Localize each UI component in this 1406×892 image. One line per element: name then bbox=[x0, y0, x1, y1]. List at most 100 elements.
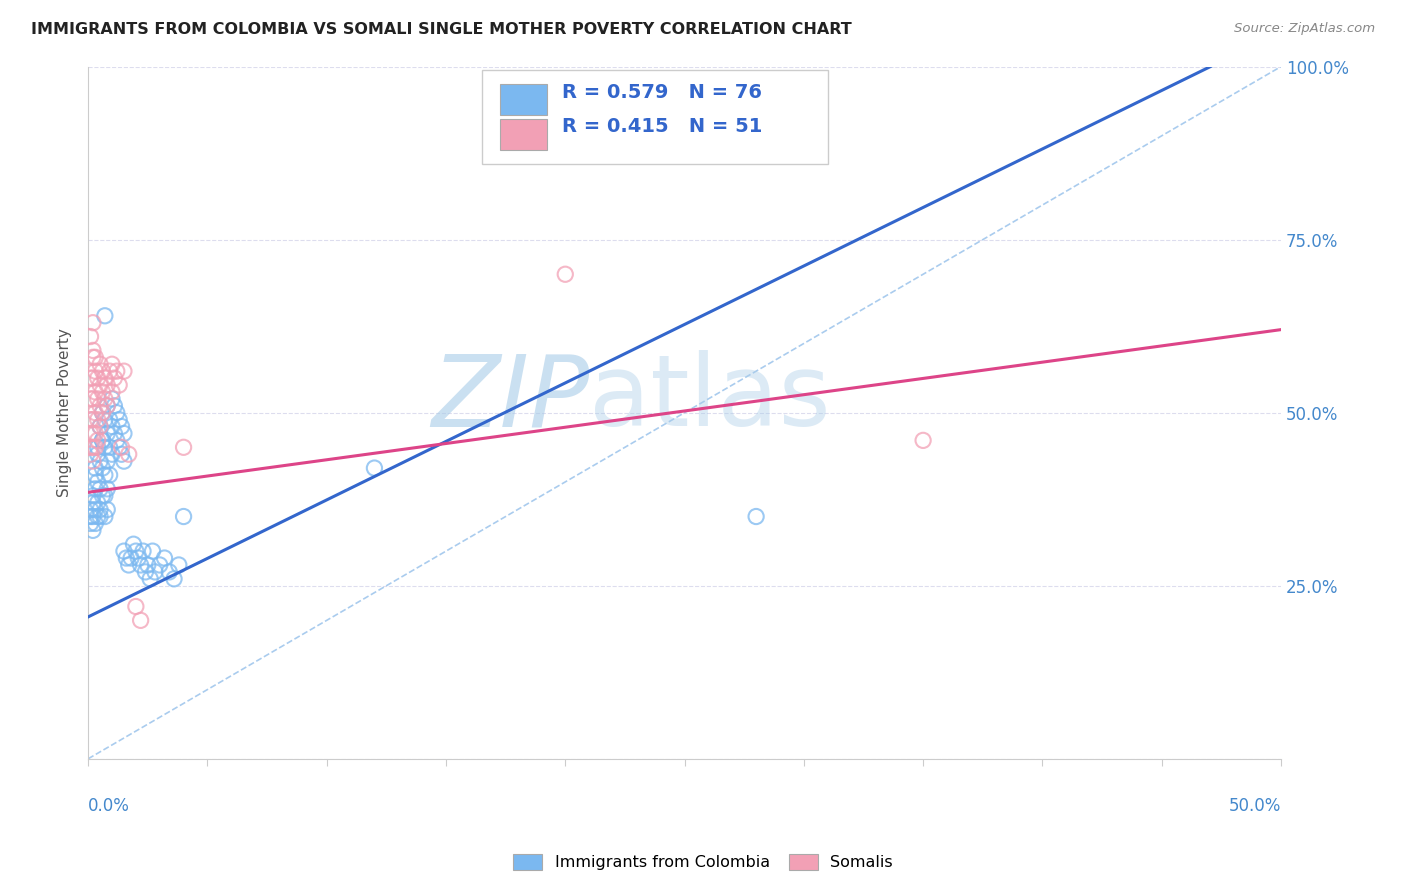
Point bbox=[91, 364, 114, 378]
Point bbox=[86, 392, 108, 406]
Text: 50.0%: 50.0% bbox=[1229, 797, 1281, 815]
Point bbox=[86, 434, 108, 448]
Point bbox=[79, 502, 101, 516]
Point bbox=[101, 384, 124, 399]
Point bbox=[120, 551, 142, 566]
Point bbox=[89, 378, 111, 392]
Point bbox=[115, 551, 138, 566]
Point bbox=[912, 434, 935, 448]
Point bbox=[86, 440, 108, 454]
Text: Source: ZipAtlas.com: Source: ZipAtlas.com bbox=[1234, 22, 1375, 36]
Point bbox=[82, 351, 104, 365]
Point bbox=[84, 364, 107, 378]
Point bbox=[79, 371, 101, 385]
Point bbox=[89, 419, 111, 434]
Point bbox=[101, 419, 124, 434]
Point bbox=[110, 419, 132, 434]
Point bbox=[108, 440, 131, 454]
Point bbox=[82, 412, 104, 426]
Point bbox=[79, 412, 101, 426]
Point bbox=[139, 572, 162, 586]
Point bbox=[82, 496, 104, 510]
Point bbox=[132, 544, 155, 558]
Point bbox=[157, 565, 180, 579]
Point bbox=[84, 426, 107, 441]
Point bbox=[89, 419, 111, 434]
Point bbox=[103, 371, 125, 385]
Point bbox=[112, 544, 135, 558]
Point bbox=[103, 426, 125, 441]
Point bbox=[98, 364, 121, 378]
Point bbox=[112, 426, 135, 441]
Point bbox=[153, 551, 176, 566]
Point bbox=[101, 357, 124, 371]
Point bbox=[136, 558, 159, 572]
Point bbox=[105, 364, 128, 378]
Point bbox=[79, 516, 101, 531]
Point bbox=[112, 364, 135, 378]
Point bbox=[94, 467, 117, 482]
Point bbox=[122, 537, 145, 551]
Point bbox=[118, 558, 141, 572]
Point bbox=[82, 454, 104, 468]
Point bbox=[89, 399, 111, 413]
Point bbox=[91, 384, 114, 399]
Point bbox=[129, 613, 152, 627]
Point bbox=[110, 447, 132, 461]
Point bbox=[84, 440, 107, 454]
Point bbox=[89, 509, 111, 524]
Point bbox=[84, 516, 107, 531]
Point bbox=[82, 524, 104, 538]
Point bbox=[101, 447, 124, 461]
Point bbox=[94, 392, 117, 406]
FancyBboxPatch shape bbox=[482, 70, 828, 163]
Point bbox=[91, 489, 114, 503]
Point bbox=[79, 392, 101, 406]
Point bbox=[118, 447, 141, 461]
Point bbox=[167, 558, 190, 572]
Point bbox=[98, 440, 121, 454]
Point bbox=[173, 509, 195, 524]
Point bbox=[149, 558, 172, 572]
Point bbox=[89, 357, 111, 371]
Point bbox=[94, 489, 117, 503]
Point bbox=[105, 406, 128, 420]
Point bbox=[96, 426, 118, 441]
Point bbox=[89, 502, 111, 516]
Point bbox=[86, 447, 108, 461]
Point bbox=[554, 267, 576, 281]
Point bbox=[84, 502, 107, 516]
Text: IMMIGRANTS FROM COLOMBIA VS SOMALI SINGLE MOTHER POVERTY CORRELATION CHART: IMMIGRANTS FROM COLOMBIA VS SOMALI SINGL… bbox=[31, 22, 852, 37]
Point bbox=[129, 558, 152, 572]
Point bbox=[363, 461, 385, 475]
Point bbox=[84, 461, 107, 475]
Point bbox=[101, 392, 124, 406]
Point bbox=[79, 329, 101, 343]
Point bbox=[79, 447, 101, 461]
Text: atlas: atlas bbox=[589, 351, 831, 448]
Point bbox=[86, 509, 108, 524]
Point bbox=[79, 509, 101, 524]
Point bbox=[112, 454, 135, 468]
Point bbox=[84, 384, 107, 399]
Legend: Immigrants from Colombia, Somalis: Immigrants from Colombia, Somalis bbox=[506, 847, 900, 877]
Point bbox=[108, 412, 131, 426]
Y-axis label: Single Mother Poverty: Single Mother Poverty bbox=[58, 328, 72, 497]
Point bbox=[108, 378, 131, 392]
Point bbox=[91, 406, 114, 420]
Text: 0.0%: 0.0% bbox=[89, 797, 129, 815]
Point bbox=[79, 440, 101, 454]
Point bbox=[84, 406, 107, 420]
Point bbox=[82, 316, 104, 330]
Point bbox=[94, 440, 117, 454]
FancyBboxPatch shape bbox=[499, 84, 547, 115]
Point bbox=[96, 378, 118, 392]
FancyBboxPatch shape bbox=[499, 119, 547, 150]
Point bbox=[96, 482, 118, 496]
Point bbox=[105, 434, 128, 448]
Point bbox=[82, 489, 104, 503]
Point bbox=[98, 467, 121, 482]
Text: R = 0.579   N = 76: R = 0.579 N = 76 bbox=[561, 83, 762, 102]
Point bbox=[98, 412, 121, 426]
Point bbox=[143, 565, 166, 579]
